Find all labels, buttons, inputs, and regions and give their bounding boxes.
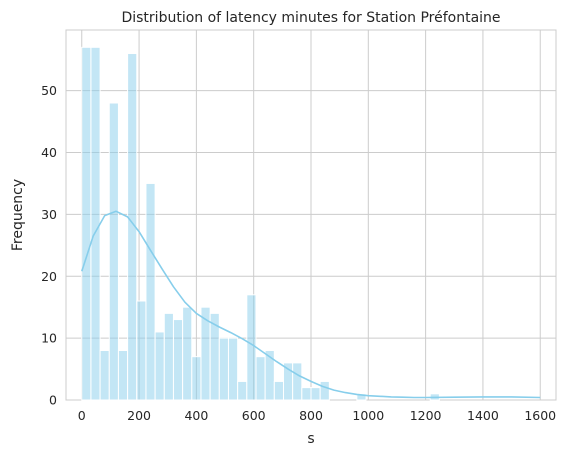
histogram-bar	[163, 312, 174, 401]
histogram-bar	[81, 46, 92, 401]
histogram-bar	[246, 294, 257, 401]
tick-layer: 0 200 400 600 800 1000 1200 1400 1600 0 10 20 30 40 50	[41, 83, 556, 423]
histogram-bar	[127, 53, 138, 401]
histogram-bar	[99, 350, 110, 401]
x-tick-label: 400	[184, 408, 208, 423]
histogram-bar	[191, 356, 202, 401]
x-tick-label: 1400	[467, 408, 499, 423]
histogram-bar	[154, 331, 165, 401]
histogram-bar	[90, 46, 101, 401]
histogram-bar	[273, 380, 284, 401]
y-tick-label: 20	[41, 269, 57, 284]
kde-curve	[81, 210, 541, 399]
y-tick-label: 50	[41, 83, 57, 98]
histogram-bar	[172, 319, 184, 401]
histogram-bar	[356, 393, 367, 401]
bar-layer	[81, 46, 440, 401]
histogram-bar	[292, 362, 303, 401]
x-tick-label: 1200	[410, 408, 442, 423]
histogram-bar	[237, 380, 248, 401]
x-tick-label: 200	[127, 408, 151, 423]
y-tick-label: 40	[41, 145, 57, 160]
histogram-bar	[255, 356, 266, 401]
histogram-bar	[319, 380, 330, 401]
y-tick-label: 10	[41, 331, 57, 346]
histogram-bar	[301, 387, 312, 401]
histogram-bar	[227, 337, 239, 401]
y-axis-label: Frequency	[10, 179, 26, 251]
histogram-bar	[182, 306, 193, 401]
x-tick-label: 600	[242, 408, 266, 423]
x-tick-label: 1000	[352, 408, 384, 423]
kde-layer	[81, 210, 541, 399]
chart-title: Distribution of latency minutes for Stat…	[121, 10, 500, 26]
x-tick-label: 1600	[524, 408, 556, 423]
histogram-bar	[136, 300, 147, 401]
histogram-bar	[117, 350, 129, 401]
histogram-bar	[108, 102, 119, 401]
histogram-bar	[145, 182, 156, 401]
x-axis-label: s	[307, 431, 314, 447]
y-tick-label: 0	[49, 393, 57, 408]
histogram-bar	[264, 350, 275, 401]
y-tick-label: 30	[41, 207, 57, 222]
x-tick-label: 0	[78, 408, 86, 423]
histogram-bar	[218, 337, 229, 401]
x-tick-label: 800	[299, 408, 323, 423]
histogram-bar	[310, 387, 321, 401]
